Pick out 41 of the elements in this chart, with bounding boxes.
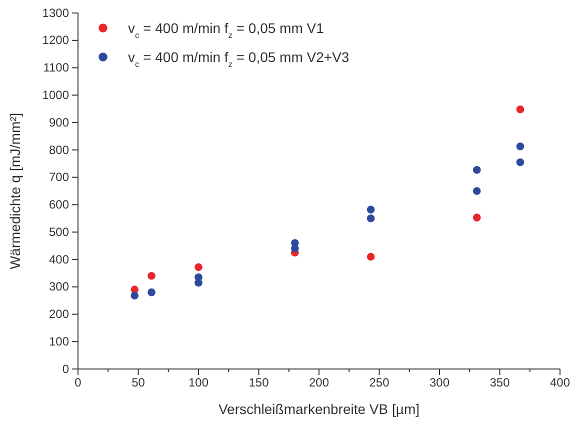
x-tick-label: 150 [248,376,270,390]
y-tick-label: 1000 [42,88,70,102]
point [194,263,202,272]
x-tick-label: 250 [369,376,390,390]
y-tick-label: 1100 [43,60,70,75]
x-tick-label: 100 [188,376,209,390]
x-tick-label: 200 [308,376,330,390]
y-tick-label: 700 [48,170,70,184]
y-axis-title: Wärmedichte q [mJ/mm²] [7,112,23,270]
x-tick-label: 350 [490,376,510,390]
x-axis-title: Verschleißmarkenbreite VB [µm] [218,401,420,417]
x-tick-label: 400 [550,376,570,390]
point [148,272,156,280]
point [366,252,375,261]
point [130,292,139,300]
point [472,214,481,222]
point [290,239,299,247]
point [516,105,524,114]
x-tick-label: 50 [132,376,146,390]
y-tick-label: 800 [48,142,70,157]
y-tick-label: 600 [48,198,70,212]
point [366,206,375,214]
y-tick-label: 1200 [42,33,70,48]
y-tick-label: 200 [48,307,70,322]
point [472,166,481,174]
x-tick-label: 0 [74,376,82,390]
y-tick-label: 400 [48,252,70,266]
y-tick-label: 300 [48,280,70,294]
point [366,214,375,222]
point [516,158,524,166]
y-tick-label: 100 [48,334,70,348]
x-tick-label: 300 [429,376,450,390]
point [516,142,524,150]
legend-label: v$_{c}$ = 400 m/min f$_{z}$ = 0,05 mm V1 [128,20,324,40]
point [472,187,481,195]
point [148,288,156,296]
y-tick-label: 0 [62,362,70,376]
legend-label: v$_{c}$ = 400 m/min f$_{z}$ = 0,05 mm V2+V3 [128,49,350,69]
y-tick-label: 1300 [42,6,70,20]
y-tick-label: 500 [48,224,70,239]
y-tick-label: 900 [48,115,70,130]
